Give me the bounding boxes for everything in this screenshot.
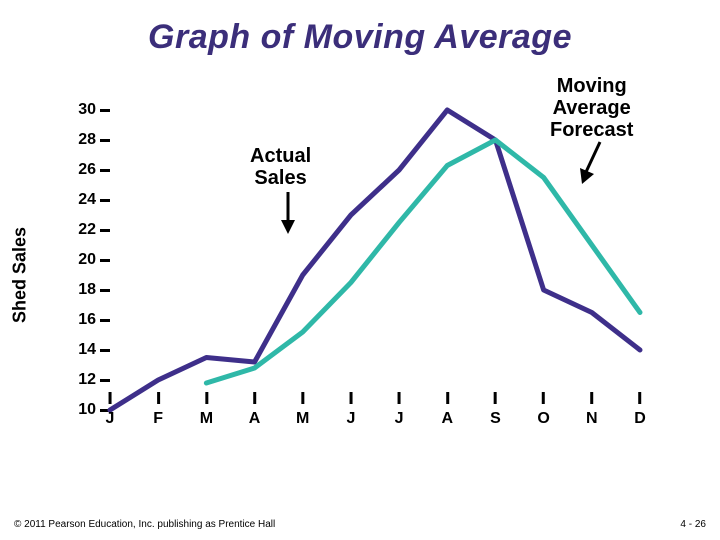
y-tick: 12	[72, 371, 110, 389]
x-tick: J	[395, 392, 404, 428]
x-tick-mark	[301, 392, 304, 404]
x-tick-label: M	[200, 410, 213, 428]
forecast-annotation: Moving Average Forecast	[550, 75, 633, 141]
y-tick-mark	[100, 289, 110, 292]
x-tick-mark	[446, 392, 449, 404]
x-tick-mark	[398, 392, 401, 404]
annotation-text: Moving	[557, 75, 627, 97]
y-tick-mark	[100, 199, 110, 202]
y-axis-label: Shed Sales	[10, 227, 31, 323]
y-tick: 14	[72, 341, 110, 359]
y-tick: 22	[72, 221, 110, 239]
annotation-text: Forecast	[550, 119, 633, 141]
y-tick-label: 16	[72, 311, 100, 329]
x-tick-mark	[349, 392, 352, 404]
x-tick-label: D	[634, 410, 646, 428]
y-tick-label: 22	[72, 221, 100, 239]
actual-arrow-icon	[278, 192, 308, 237]
x-tick-label: J	[106, 410, 115, 428]
y-tick: 30	[72, 101, 110, 119]
x-tick-label: A	[441, 410, 453, 428]
x-tick: J	[346, 392, 355, 428]
y-tick: 16	[72, 311, 110, 329]
y-tick-mark	[100, 379, 110, 382]
y-tick: 18	[72, 281, 110, 299]
x-tick: M	[200, 392, 213, 428]
x-tick-label: N	[586, 410, 598, 428]
x-tick-label: O	[537, 410, 549, 428]
y-tick-mark	[100, 259, 110, 262]
page-number: 4 - 26	[680, 519, 706, 530]
x-tick-mark	[590, 392, 593, 404]
x-tick-mark	[253, 392, 256, 404]
annotation-text: Sales	[254, 167, 306, 189]
x-tick: J	[106, 392, 115, 428]
actual-sales-annotation: Actual Sales	[250, 145, 311, 189]
x-tick: A	[441, 392, 453, 428]
x-tick-mark	[205, 392, 208, 404]
x-tick: S	[490, 392, 501, 428]
x-tick: D	[634, 392, 646, 428]
x-tick: N	[586, 392, 598, 428]
annotation-text: Actual	[250, 145, 311, 167]
y-tick: 26	[72, 161, 110, 179]
x-tick-mark	[109, 392, 112, 404]
x-tick-label: S	[490, 410, 501, 428]
x-tick-label: J	[346, 410, 355, 428]
x-tick: F	[153, 392, 163, 428]
x-tick-label: J	[395, 410, 404, 428]
x-tick-label: F	[153, 410, 163, 428]
y-tick-label: 12	[72, 371, 100, 389]
y-tick-label: 14	[72, 341, 100, 359]
annotation-text: Average	[553, 97, 631, 119]
y-tick-label: 24	[72, 191, 100, 209]
forecast-arrow-icon	[580, 142, 620, 192]
y-tick-label: 18	[72, 281, 100, 299]
x-tick-label: A	[249, 410, 261, 428]
x-tick-mark	[639, 392, 642, 404]
y-tick-label: 26	[72, 161, 100, 179]
slide-title: Graph of Moving Average	[0, 0, 720, 57]
x-tick: M	[296, 392, 309, 428]
x-tick: O	[537, 392, 549, 428]
chart-area: Shed Sales 3028262422201816141210 JFMAMJ…	[60, 100, 660, 450]
y-tick-mark	[100, 169, 110, 172]
y-tick: 20	[72, 251, 110, 269]
y-tick-mark	[100, 349, 110, 352]
y-tick-label: 10	[72, 401, 100, 419]
y-tick-mark	[100, 319, 110, 322]
copyright-text: © 2011 Pearson Education, Inc. publishin…	[14, 519, 275, 530]
y-tick: 24	[72, 191, 110, 209]
x-tick-mark	[542, 392, 545, 404]
y-tick-label: 20	[72, 251, 100, 269]
y-tick: 10	[72, 401, 110, 419]
y-tick-mark	[100, 229, 110, 232]
x-tick-label: M	[296, 410, 309, 428]
x-tick-mark	[157, 392, 160, 404]
y-tick: 28	[72, 131, 110, 149]
y-tick-mark	[100, 139, 110, 142]
y-tick-mark	[100, 109, 110, 112]
plot-region	[110, 110, 640, 410]
actual-sales-line	[110, 110, 640, 410]
y-tick-label: 30	[72, 101, 100, 119]
x-tick-mark	[494, 392, 497, 404]
y-tick-label: 28	[72, 131, 100, 149]
x-tick: A	[249, 392, 261, 428]
